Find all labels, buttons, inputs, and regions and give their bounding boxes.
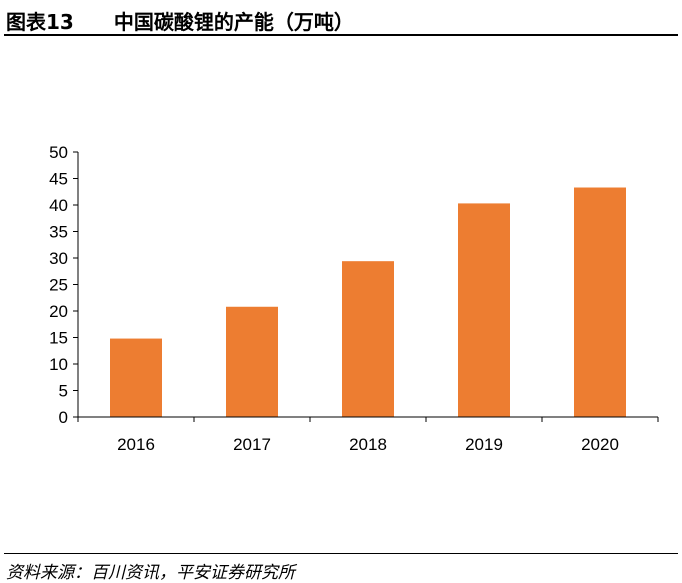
chart-title: 中国碳酸锂的产能（万吨） bbox=[113, 9, 354, 34]
bar-chart: 0 5 10 15 20 25 30 35 40 45 50 2016 2017 2018 2019 2020 bbox=[49, 143, 659, 454]
header-rule bbox=[4, 34, 678, 36]
y-tick-label: 10 bbox=[49, 355, 68, 374]
y-tick-label: 30 bbox=[49, 249, 68, 268]
x-tick-label: 2019 bbox=[465, 435, 503, 454]
x-tick-label: 2016 bbox=[117, 435, 155, 454]
x-tick-label: 2018 bbox=[349, 435, 387, 454]
y-tick-label: 45 bbox=[49, 170, 68, 189]
y-tick-label: 0 bbox=[59, 408, 68, 427]
figure-label: 图表13 bbox=[6, 9, 74, 34]
y-tick-label: 50 bbox=[49, 143, 68, 162]
y-tick-label: 35 bbox=[49, 223, 68, 242]
bar-2020 bbox=[574, 187, 626, 417]
bar-2017 bbox=[226, 306, 278, 417]
bar-2016 bbox=[110, 338, 162, 417]
bar-2019 bbox=[458, 203, 510, 417]
x-tick-label: 2020 bbox=[581, 435, 619, 454]
figure-header: 图表13 中国碳酸锂的产能（万吨） bbox=[6, 6, 354, 34]
footer-rule bbox=[4, 553, 678, 554]
bar-2018 bbox=[342, 261, 394, 417]
y-tick-label: 20 bbox=[49, 302, 68, 321]
source-note: 资料来源：百川资讯，平安证券研究所 bbox=[6, 563, 295, 583]
y-tick-label: 5 bbox=[59, 382, 68, 401]
x-tick-label: 2017 bbox=[233, 435, 271, 454]
y-tick-label: 15 bbox=[49, 329, 68, 348]
y-tick-label: 25 bbox=[49, 276, 68, 295]
y-tick-label: 40 bbox=[49, 196, 68, 215]
